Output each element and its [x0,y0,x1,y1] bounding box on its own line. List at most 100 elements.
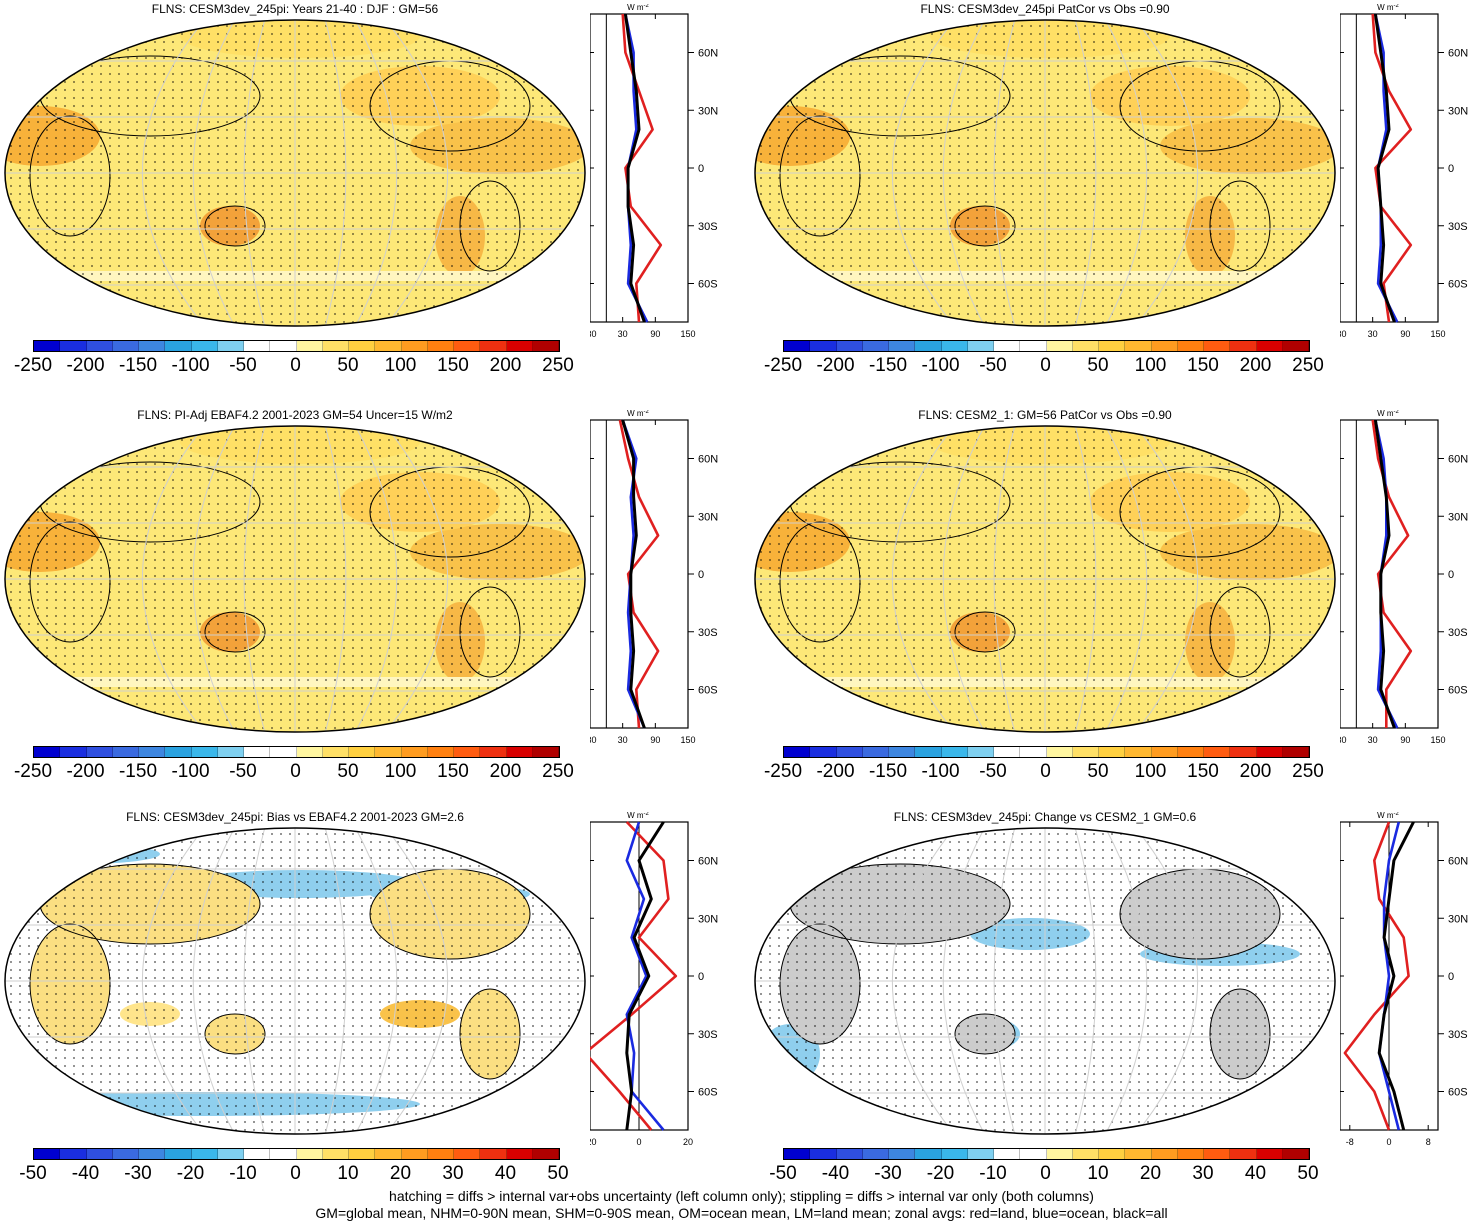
zonal-line-land [618,419,660,729]
lat-label: 30N [1448,105,1468,117]
colorbar-swatch [915,341,942,351]
colorbar-label: -100 [921,761,960,782]
colorbar-swatch [322,747,349,757]
zonal-unit-label: W m-2 [1377,812,1399,820]
colorbar-swatch [139,747,166,757]
unit-exponent: -2 [1394,812,1400,817]
lat-label: 30S [698,1029,718,1041]
zonal-x-tick: 0 [1386,1137,1391,1147]
colorbar-swatch [889,341,916,351]
world-map [754,827,1336,1135]
zonal-unit-label: W m-2 [627,4,649,12]
colorbar-swatch [454,341,481,351]
colorbar-swatch [1072,747,1099,757]
world-map [754,425,1336,733]
colorbar-swatch [784,1149,811,1159]
colorbar-swatch [836,747,863,757]
colorbar-label: 250 [542,355,574,376]
colorbar-label: -50 [979,355,1007,376]
colorbar-swatch [375,1149,402,1159]
colorbar-label: 0 [1040,355,1051,376]
colorbar-swatch [427,341,454,351]
zonal-unit-label: W m-2 [1377,410,1399,418]
colorbar-swatch [941,341,968,351]
colorbar-label: 20 [1139,1163,1162,1184]
unit-text: W m [1377,4,1394,12]
colorbar-label: 150 [1187,355,1219,376]
unit-exponent: -2 [644,410,650,415]
colorbar-label: 30 [1192,1163,1214,1184]
zonal-x-tick: 30 [618,735,628,745]
colorbar-swatch [191,747,218,757]
panel-title: FLNS: PI-Adj EBAF4.2 2001-2023 GM=54 Unc… [137,408,453,422]
colorbar-swatch [112,747,139,757]
lat-label: 60S [1448,685,1468,697]
colorbar-label: -250 [13,355,53,376]
zonal-mean-plot: W m-2 60N 30N 0 30S 60S -30 30 90 150 [590,4,718,339]
zonal-x-tick: 30 [1368,329,1378,339]
colorbar-labels: -250 -200 -150 -100 -50 0 50 100 150 200 250 [764,355,1324,377]
colorbar-swatch [270,747,297,757]
colorbar-swatch [1151,747,1178,757]
panel-title: FLNS: CESM3dev_245pi: Years 21-40 : DJF … [151,2,439,16]
lat-label: 60N [698,856,718,868]
colorbar-swatch [941,1149,968,1159]
zonal-line-all [1373,419,1396,729]
lat-label: 30N [698,105,718,117]
colorbar-swatch [967,747,994,757]
zonal-unit-label: W m-2 [1377,4,1399,12]
colorbar-labels: -250 -200 -150 -100 -50 0 50 100 150 200 250 [14,761,574,783]
colorbar-swatch [994,1149,1021,1159]
zonal-x-tick: -30 [590,329,597,339]
lat-label: 60S [1448,279,1468,291]
lat-label: 60S [698,279,718,291]
colorbar-swatch [60,1149,87,1159]
colorbar-swatch [1204,1149,1231,1159]
unit-text: W m [627,410,644,418]
zonal-x-tick: 30 [618,329,628,339]
unit-exponent: -2 [644,812,650,817]
colorbar-label: 100 [384,355,417,376]
colorbar-label: 0 [290,761,301,782]
zonal-line-land [621,13,663,323]
lat-label: 30S [1448,1029,1468,1041]
colorbar-swatch [191,1149,218,1159]
lat-label: 60N [698,48,718,60]
lat-label: 60N [1448,856,1468,868]
colorbar-label: -20 [176,1163,205,1184]
colorbar-swatch [165,1149,192,1159]
colorbar-label: -200 [66,355,105,376]
colorbar-swatch [1256,1149,1283,1159]
colorbar-label: -10 [229,1163,257,1184]
colorbar-swatch [862,1149,889,1159]
colorbar-swatch [427,1149,454,1159]
footer-note-1: hatching = diffs > internal var+obs unce… [389,1188,1094,1204]
lat-label: 0 [698,971,704,983]
colorbar-labels: -250 -200 -150 -100 -50 0 50 100 150 200 250 [14,355,574,377]
colorbar-swatch [889,747,916,757]
colorbar-swatch [994,747,1021,757]
colorbar-swatch [1046,1149,1073,1159]
colorbar-swatch [454,1149,481,1159]
lat-label: 60S [1448,1087,1468,1099]
world-map [4,827,586,1135]
world-map [4,19,586,327]
colorbar-swatch [34,341,61,351]
zonal-line-all [621,419,646,729]
lat-label: 30S [1448,627,1468,639]
zonal-line-all [1377,821,1415,1131]
colorbar-swatch [836,1149,863,1159]
colorbar-swatch [427,747,454,757]
lat-label: 0 [1448,569,1454,581]
zonal-x-tick: 20 [683,1137,693,1147]
colorbar-label: -40 [821,1163,850,1184]
colorbar-swatch [401,341,428,351]
colorbar-label: 200 [489,355,522,376]
zonal-x-tick: -30 [1340,735,1347,745]
colorbar-swatch [506,747,533,757]
colorbar [783,746,1310,758]
colorbar-labels: -250 -200 -150 -100 -50 0 50 100 150 200 250 [764,761,1324,783]
colorbar-swatch [532,341,559,351]
colorbar-swatch [1204,341,1231,351]
colorbar-label: 100 [384,761,417,782]
